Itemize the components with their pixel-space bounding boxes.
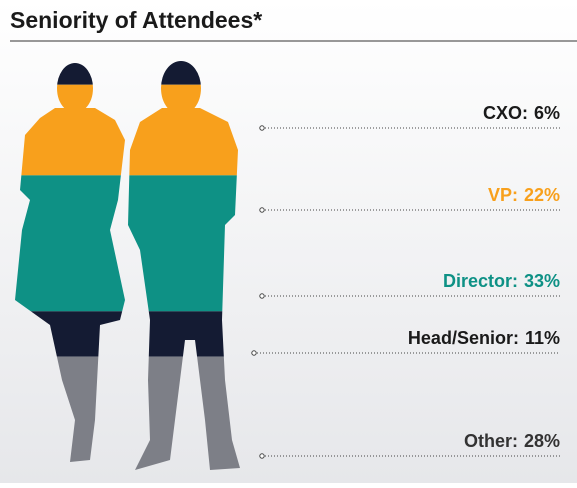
- category-name: Other:: [464, 431, 518, 451]
- leader-dot: [259, 293, 265, 299]
- leader-dot: [251, 350, 257, 356]
- leader-dot: [259, 453, 265, 459]
- value-label: 11%: [525, 328, 560, 348]
- chart-title: Seniority of Attendees*: [10, 7, 262, 33]
- category-label: VP: 22%: [488, 185, 560, 205]
- leader-dot: [259, 125, 265, 131]
- category-label: Director: 33%: [443, 271, 560, 291]
- category-name: CXO:: [483, 103, 528, 123]
- category-name: VP:: [488, 185, 518, 205]
- category-name: Director:: [443, 271, 518, 291]
- value-label: 28%: [524, 431, 560, 451]
- category-label: CXO: 6%: [483, 103, 560, 123]
- category-label: Head/Senior: 11%: [408, 328, 560, 348]
- category-label: Other: 28%: [464, 431, 560, 451]
- value-label: 6%: [534, 103, 560, 123]
- value-label: 33%: [524, 271, 560, 291]
- leader-dot: [259, 207, 265, 213]
- category-name: Head/Senior:: [408, 328, 519, 348]
- value-label: 22%: [524, 185, 560, 205]
